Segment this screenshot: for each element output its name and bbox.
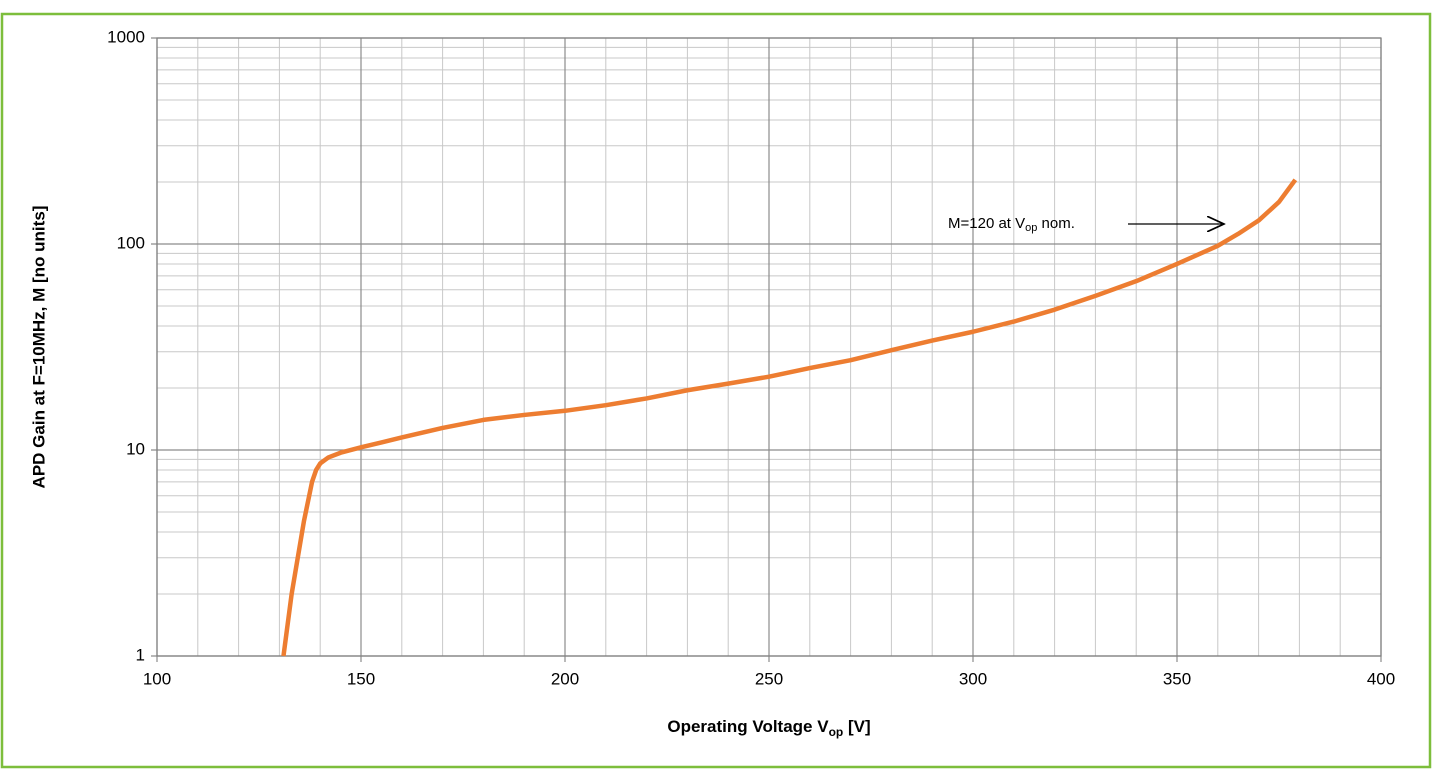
annotation: M=120 at Vop nom. [948,215,1075,234]
annotation-sub: op [1025,222,1037,234]
x-tick-label: 250 [755,669,783,688]
x-axis-label: Operating Voltage Vop [V] [667,717,870,739]
x-tick-label: 150 [347,669,375,688]
grid [151,37,1382,662]
x-tick-label: 200 [551,669,579,688]
x-label-sub: op [829,725,844,739]
x-tick-label: 300 [959,669,987,688]
annotation-part: M=120 at V [948,215,1025,232]
x-tick-label: 400 [1367,669,1395,688]
y-tick-label: 10 [126,439,145,458]
annotation-part: nom. [1037,215,1075,232]
frame [0,12,1432,769]
x-tick-label: 100 [143,669,171,688]
x-label-part: Operating Voltage V [667,717,829,736]
y-tick-label: 100 [117,233,145,252]
y-tick-label: 1 [136,645,145,664]
x-tick-label: 350 [1163,669,1191,688]
plot-border [156,37,1382,657]
y-tick-label: 1000 [107,27,145,46]
y-axis-label: APD Gain at F=10MHz, M [no units] [29,206,48,489]
x-label-part: [V] [843,717,870,736]
data-line [281,178,1298,657]
